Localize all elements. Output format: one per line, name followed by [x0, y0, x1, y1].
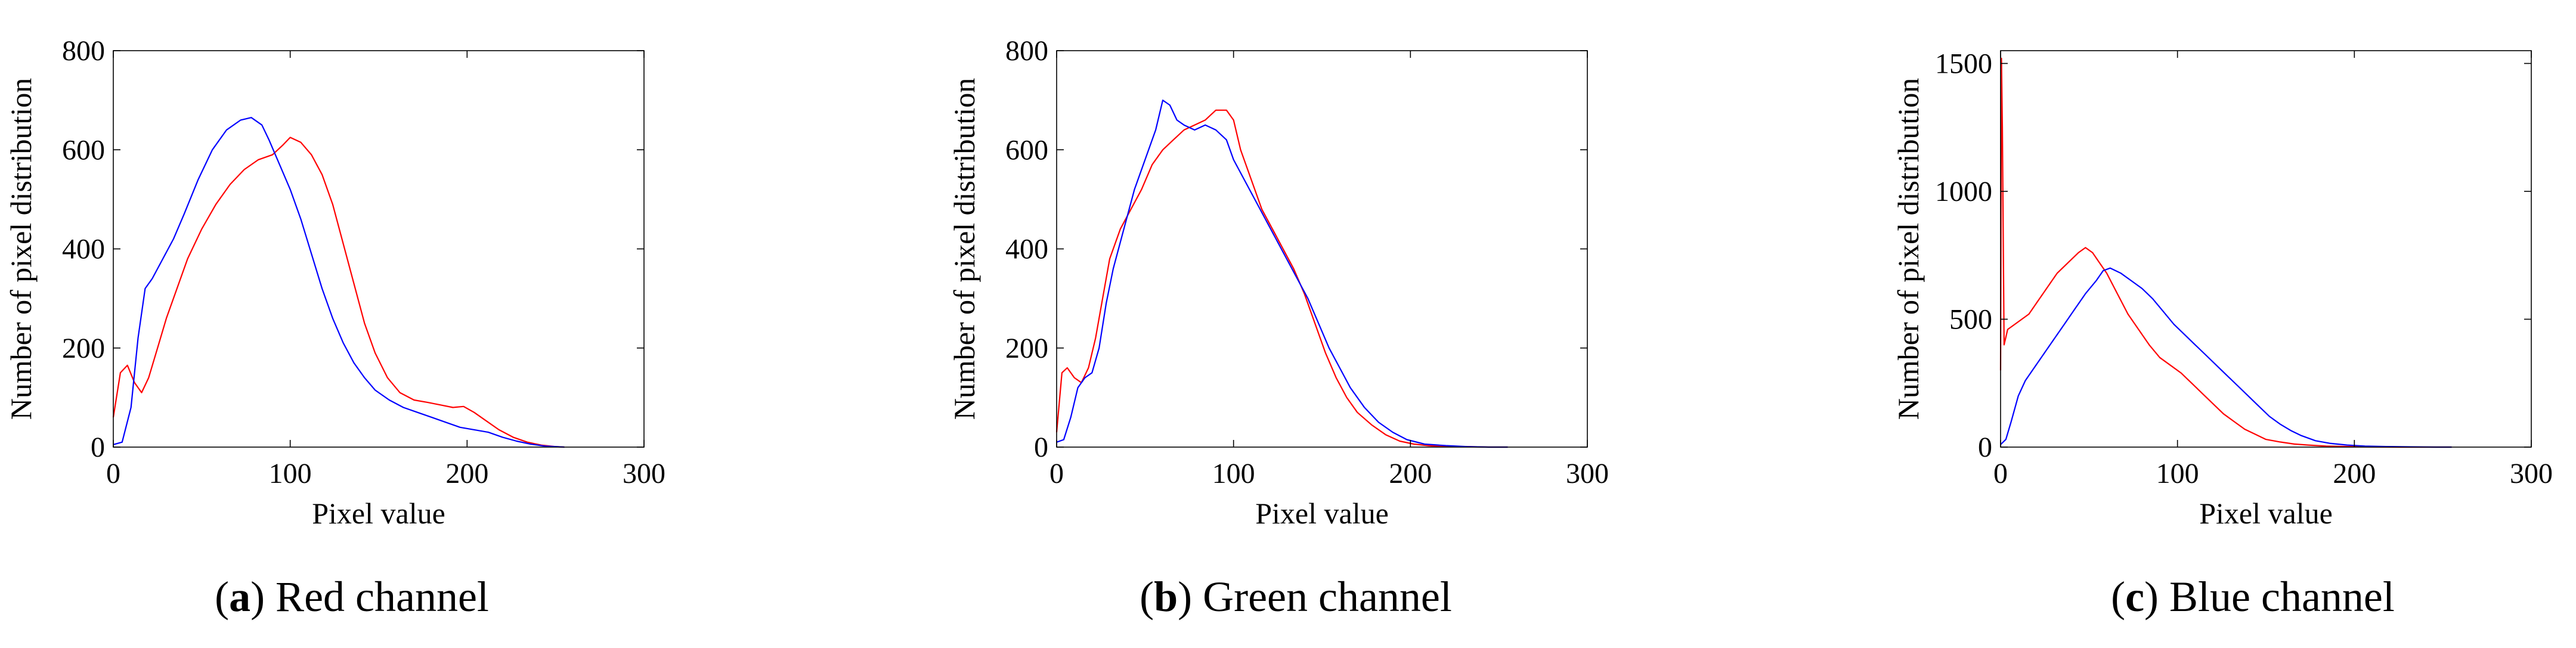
y-tick-label: 1000 [1935, 176, 1992, 207]
panel-caption: (a) Red channel [215, 573, 489, 621]
caption-text: Green channel [1203, 573, 1452, 621]
caption-paren-close: ) [2144, 573, 2169, 621]
chart-panel-a: 0 100 200 300 0 200 400 600 800 Pixel value Number… [4, 35, 665, 621]
x-axis-label: Pixel value [1255, 497, 1389, 530]
plot-frame [2000, 50, 2532, 448]
caption-letter: c [2125, 573, 2144, 621]
caption-paren-close: ) [250, 573, 275, 621]
x-tick-label: 0 [1049, 458, 1064, 489]
y-tick-label: 200 [62, 333, 105, 364]
x-tick-label: 300 [1566, 458, 1609, 489]
x-tick-label: 100 [2156, 458, 2199, 489]
x-axis-label: Pixel value [2199, 497, 2333, 530]
x-axis-label: Pixel value [312, 497, 445, 530]
y-axis-label: Number of pixel distribution [4, 78, 38, 420]
caption-letter: b [1154, 573, 1178, 621]
y-tick-label: 200 [1005, 333, 1048, 364]
y-tick-label: 0 [91, 432, 105, 463]
series-line-blue [1056, 100, 1508, 448]
y-tick-label: 600 [1005, 134, 1048, 166]
y-tick-label: 400 [1005, 234, 1048, 265]
chart-panel-c: 0 100 200 300 0 500 1000 1500 Pixel value Number … [1891, 48, 2553, 621]
x-tick-label: 200 [1389, 458, 1432, 489]
y-tick-label: 500 [1949, 303, 1992, 335]
series-line-blue [2000, 267, 2452, 448]
y-tick-label: 800 [62, 35, 105, 67]
y-tick-label: 1500 [1935, 48, 1992, 79]
y-tick-label: 0 [1978, 432, 1992, 463]
caption-paren-open: ( [1140, 573, 1154, 621]
caption-paren-open: ( [215, 573, 229, 621]
x-tick-label: 200 [2333, 458, 2376, 489]
caption-letter: a [229, 573, 250, 621]
plot-frame [1056, 50, 1588, 448]
x-tick-label: 0 [106, 458, 120, 489]
caption-text: Red channel [275, 573, 489, 621]
x-tick-label: 300 [2510, 458, 2553, 489]
caption-paren-open: ( [2111, 573, 2125, 621]
series-line-red [112, 137, 565, 448]
panel-caption: (b) Green channel [1140, 573, 1452, 621]
y-axis-label: Number of pixel distribution [948, 78, 981, 420]
y-tick-label: 600 [62, 134, 105, 166]
y-tick-label: 800 [1005, 35, 1048, 67]
chart-panel-b: 0 100 200 300 0 200 400 600 800 Pixel value Number… [948, 35, 1609, 621]
x-tick-label: 100 [1212, 458, 1255, 489]
x-tick-label: 0 [1993, 458, 2008, 489]
series-line-red [1055, 109, 1508, 448]
x-tick-label: 300 [623, 458, 665, 489]
series-line-red [1999, 57, 2452, 448]
x-tick-label: 100 [269, 458, 312, 489]
y-axis-label: Number of pixel distribution [1891, 78, 1925, 420]
series-line-blue [113, 117, 565, 448]
caption-text: Blue channel [2169, 573, 2395, 621]
y-tick-label: 400 [62, 234, 105, 265]
caption-paren-close: ) [1178, 573, 1203, 621]
y-tick-label: 0 [1034, 432, 1048, 463]
panel-caption: (c) Blue channel [2111, 573, 2395, 621]
x-tick-label: 200 [445, 458, 488, 489]
